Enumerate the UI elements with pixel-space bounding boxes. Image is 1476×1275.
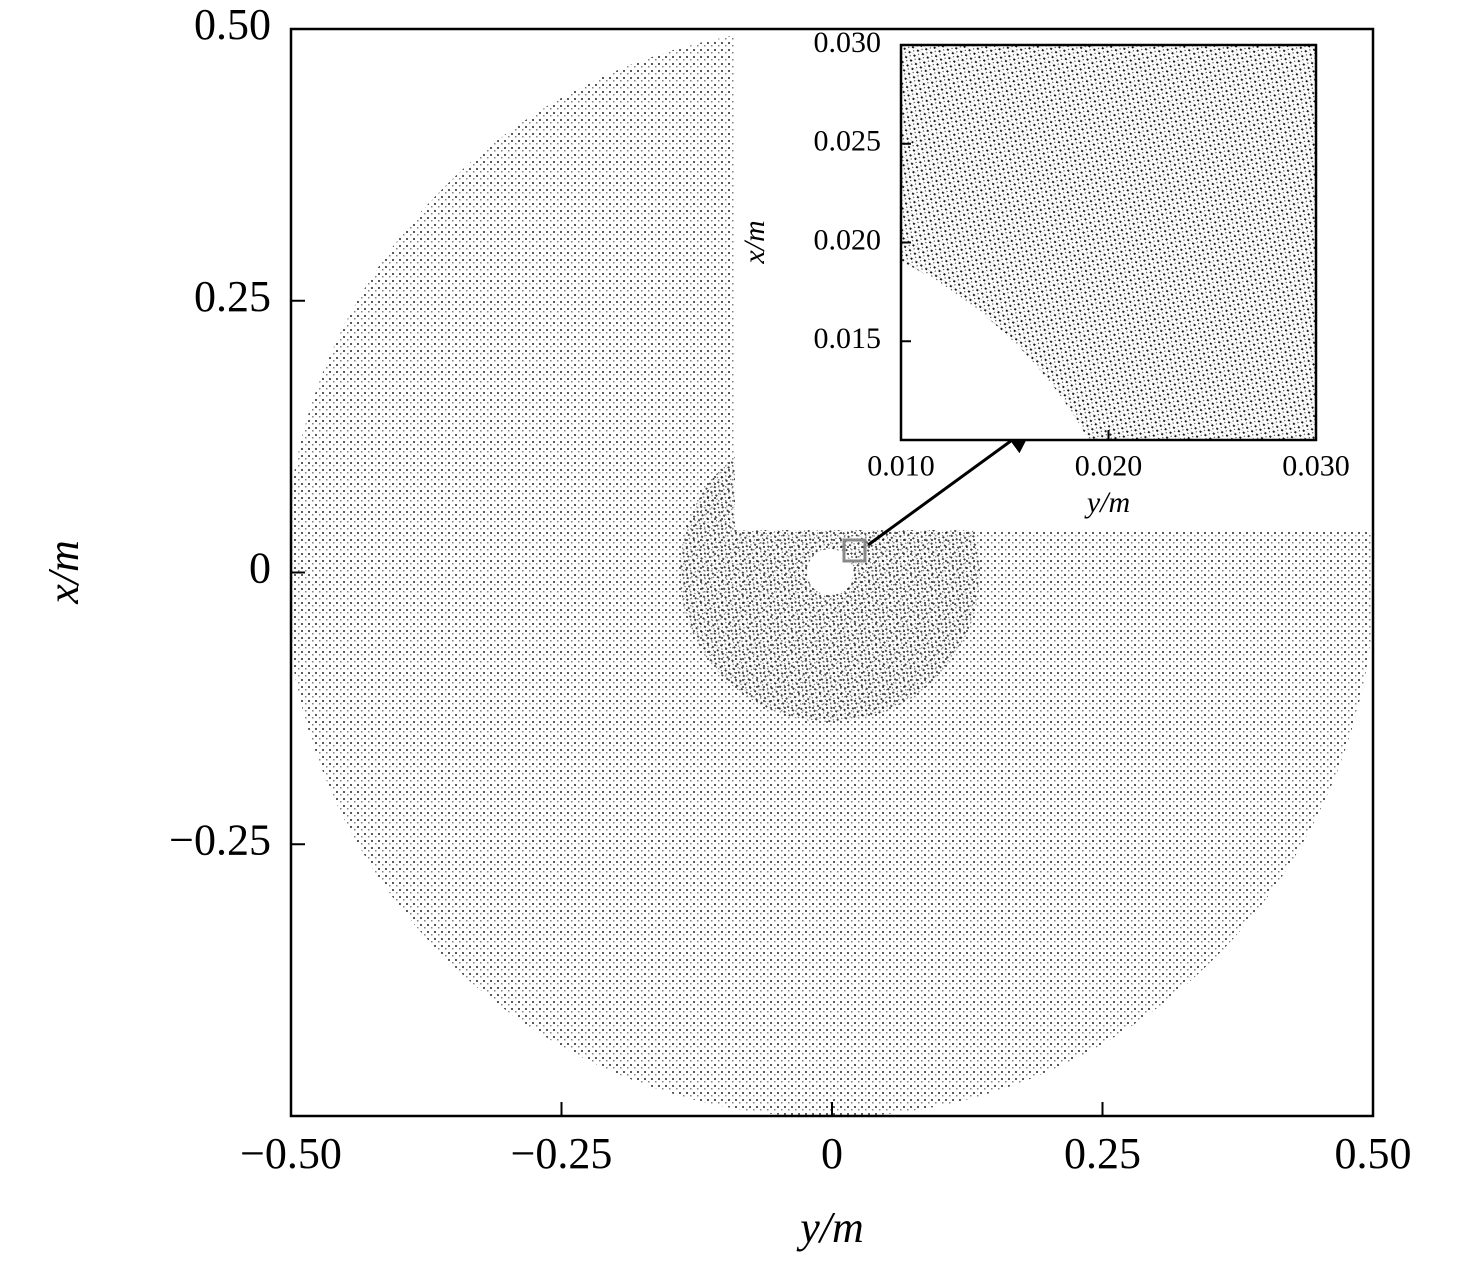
y-axis-label: x/m [39,540,88,605]
x-tick-label: 0.50 [1335,1129,1412,1178]
y-tick-label: 0.25 [194,272,271,321]
x-tick-label: 0.030 [1282,449,1350,482]
zoom-arrow [867,423,1035,547]
y-tick-label: 0.50 [194,0,271,49]
x-axis-label: y/m [796,1203,864,1252]
x-tick-label: 0.25 [1064,1129,1141,1178]
x-tick-label: 0 [821,1129,843,1178]
y-tick-label: 0.015 [814,322,882,355]
x-tick-label: 0.020 [1075,449,1143,482]
y-axis-label: x/m [738,220,771,264]
x-tick-label: −0.25 [511,1129,613,1178]
y-tick-label: 0.030 [814,26,882,59]
x-tick-label: −0.50 [240,1129,342,1178]
y-tick-label: 0.025 [814,125,882,158]
y-tick-label: 0 [249,544,271,593]
y-tick-label: −0.25 [169,815,271,864]
inset-mesh [901,45,1316,440]
zoom-box [842,538,867,563]
y-tick-label: 0.020 [814,223,882,256]
x-tick-label: 0.010 [867,449,935,482]
x-axis-label: y/m [1084,486,1130,519]
inset-plot [899,43,1318,442]
